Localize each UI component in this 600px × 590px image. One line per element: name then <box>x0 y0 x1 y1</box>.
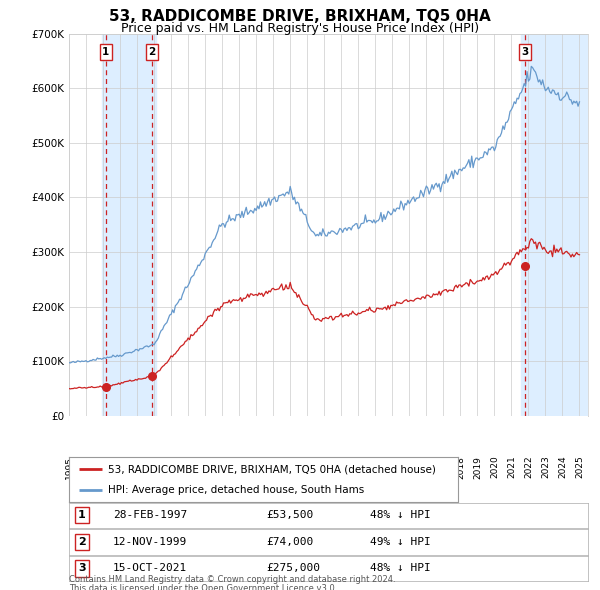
Text: Price paid vs. HM Land Registry's House Price Index (HPI): Price paid vs. HM Land Registry's House … <box>121 22 479 35</box>
Text: £275,000: £275,000 <box>266 563 320 573</box>
Text: 3: 3 <box>78 563 86 573</box>
Text: HPI: Average price, detached house, South Hams: HPI: Average price, detached house, Sout… <box>108 484 364 494</box>
Text: 48% ↓ HPI: 48% ↓ HPI <box>370 510 431 520</box>
Text: £53,500: £53,500 <box>266 510 313 520</box>
Text: Contains HM Land Registry data © Crown copyright and database right 2024.: Contains HM Land Registry data © Crown c… <box>69 575 395 584</box>
Text: 49% ↓ HPI: 49% ↓ HPI <box>370 537 431 547</box>
Text: 2: 2 <box>78 537 86 547</box>
Text: 12-NOV-1999: 12-NOV-1999 <box>113 537 187 547</box>
Text: 53, RADDICOMBE DRIVE, BRIXHAM, TQ5 0HA: 53, RADDICOMBE DRIVE, BRIXHAM, TQ5 0HA <box>109 9 491 24</box>
Text: £74,000: £74,000 <box>266 537 313 547</box>
Text: 28-FEB-1997: 28-FEB-1997 <box>113 510 187 520</box>
Text: 1: 1 <box>78 510 86 520</box>
Text: 53, RADDICOMBE DRIVE, BRIXHAM, TQ5 0HA (detached house): 53, RADDICOMBE DRIVE, BRIXHAM, TQ5 0HA (… <box>108 464 436 474</box>
Bar <box>521 34 588 416</box>
Bar <box>101 34 156 416</box>
Text: 2: 2 <box>148 47 155 57</box>
Text: 15-OCT-2021: 15-OCT-2021 <box>113 563 187 573</box>
Text: 1: 1 <box>102 47 109 57</box>
Text: This data is licensed under the Open Government Licence v3.0.: This data is licensed under the Open Gov… <box>69 584 337 590</box>
Text: 3: 3 <box>521 47 529 57</box>
Text: 48% ↓ HPI: 48% ↓ HPI <box>370 563 431 573</box>
